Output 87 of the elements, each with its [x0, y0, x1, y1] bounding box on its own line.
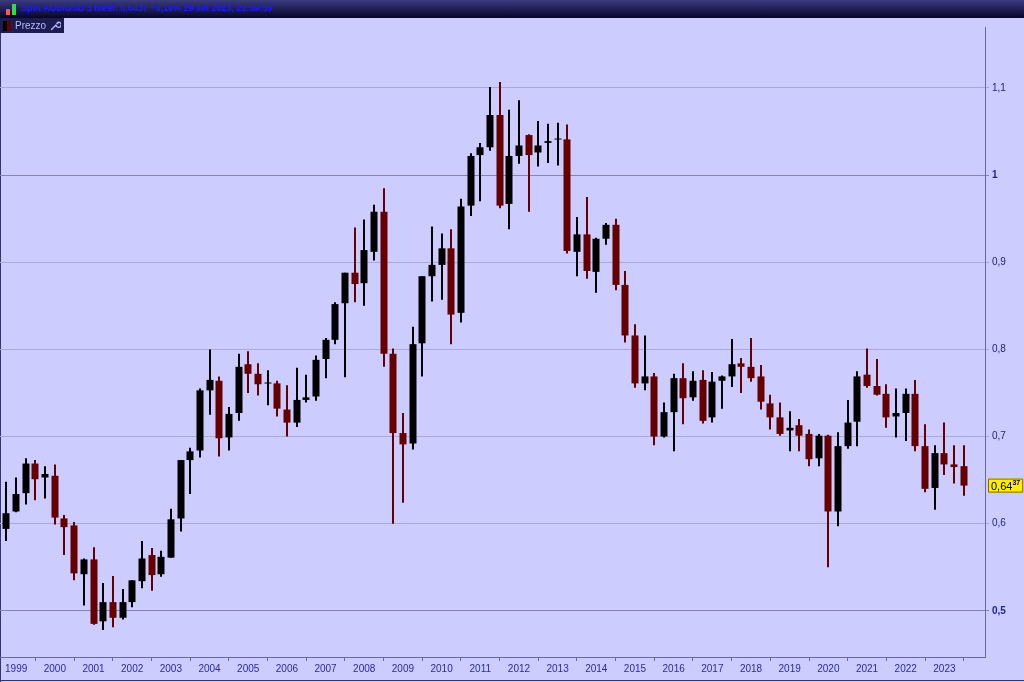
candlestick [766, 393, 774, 431]
candlestick [544, 122, 552, 164]
candlestick [815, 432, 823, 468]
x-tick-label: 2008 [353, 662, 376, 674]
candlestick [80, 557, 88, 607]
candlestick [525, 133, 533, 213]
chart-title: Spot AUD/USD 3 mesi: 0,6437 +0,16% 29 set 2023, 22:59:59 [21, 3, 273, 13]
x-tick-label: 2015 [623, 662, 647, 674]
candlestick [737, 357, 745, 394]
candlestick [844, 398, 852, 450]
candlestick [12, 476, 20, 514]
candlestick [950, 444, 958, 485]
candlestick [148, 547, 156, 592]
y-tick-label: 1 [992, 168, 998, 180]
candlestick [747, 337, 755, 383]
candlestick [892, 387, 900, 439]
candlestick [254, 362, 262, 397]
x-tick-label: 1999 [5, 662, 28, 674]
candlestick [186, 446, 194, 496]
candlestick [264, 369, 272, 407]
candlestick [902, 387, 910, 442]
candlestick [322, 337, 330, 380]
candlestick [157, 549, 165, 578]
candlestick [776, 401, 784, 437]
x-tick-label: 2013 [546, 662, 570, 674]
x-tick-label: 2016 [662, 662, 686, 674]
candlestick [351, 226, 359, 304]
y-tick-label: 1,1 [992, 81, 1007, 93]
x-tick-label: 2019 [778, 662, 802, 674]
candlestick [641, 334, 649, 392]
candlestick [31, 459, 39, 502]
candlestick [2, 480, 10, 543]
candlestick [554, 121, 562, 167]
candlestick [244, 350, 252, 394]
x-tick-label: 2003 [159, 662, 183, 674]
candlestick [225, 405, 233, 452]
candlestick [438, 232, 446, 301]
candlestick [679, 362, 687, 426]
candlestick [119, 588, 127, 621]
candlestick [728, 337, 736, 388]
x-tick-label: 2001 [82, 662, 106, 674]
x-tick-label: 2020 [817, 662, 840, 674]
x-tick-label: 2006 [275, 662, 299, 674]
y-tick-label: 0,8 [992, 343, 1007, 355]
candlestick [960, 444, 968, 497]
x-tick-label: 2010 [430, 662, 454, 674]
candlestick [602, 222, 610, 246]
x-tick-label: 2007 [314, 662, 338, 674]
candlestick [718, 374, 726, 410]
candlestick [128, 579, 136, 609]
candlestick [206, 348, 214, 416]
candlestick [428, 225, 436, 303]
x-tick-label: 2011 [469, 662, 492, 674]
candlestick [302, 373, 310, 404]
x-tick-label: 2012 [507, 662, 531, 674]
x-tick-label: 2000 [43, 662, 67, 674]
y-tick-label: 0,9 [992, 256, 1007, 268]
candlestick [863, 347, 871, 389]
candlestick [138, 540, 146, 590]
candlestick [283, 384, 291, 438]
candlestick [573, 215, 581, 278]
x-tick-label: 2017 [701, 662, 724, 674]
y-tick-label: 0,5 [992, 604, 1007, 616]
candlestick [795, 418, 803, 453]
x-tick-label: 2004 [198, 662, 222, 674]
candlestick [689, 370, 697, 402]
x-tick-label: 2014 [585, 662, 608, 674]
y-tick-label: 0,6 [992, 517, 1007, 529]
candlestick [940, 421, 948, 476]
x-tick-label: 2005 [237, 662, 260, 674]
x-tick-label: 2002 [121, 662, 144, 674]
legend-label: Prezzo [15, 20, 47, 31]
x-tick-label: 2022 [894, 662, 918, 674]
x-tick-label: 2018 [739, 662, 763, 674]
candlestick [882, 383, 890, 429]
candlestick [399, 412, 407, 504]
x-tick-label: 2021 [855, 662, 879, 674]
candlestick [99, 581, 107, 631]
x-tick-label: 2023 [933, 662, 956, 674]
candlestick [109, 574, 117, 629]
candlestick [515, 99, 523, 165]
x-tick-label: 2009 [391, 662, 415, 674]
y-tick-label: 0,7 [992, 430, 1007, 442]
candlestick [873, 357, 881, 397]
candlestick [293, 366, 301, 428]
candlestick [60, 513, 68, 557]
candlestick [476, 141, 484, 203]
